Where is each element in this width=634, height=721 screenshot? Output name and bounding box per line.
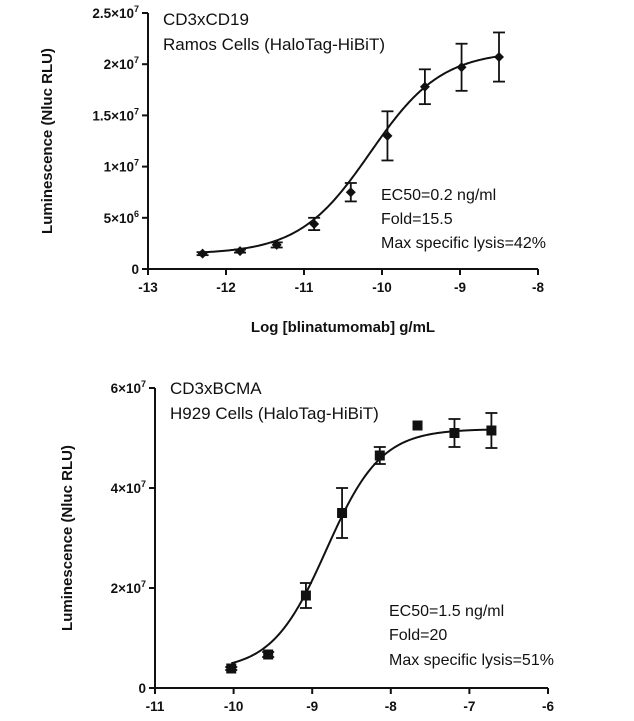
annotation: Fold=15.5 (381, 211, 453, 228)
annotation: EC50=0.2 ng/ml (381, 187, 496, 204)
fit-curve (202, 55, 500, 254)
data-point (382, 130, 393, 141)
fit-curve (230, 428, 492, 665)
data-point (309, 218, 320, 229)
y-tick-label: 6×107 (111, 379, 146, 396)
annotation: Max specific lysis=42% (381, 235, 546, 252)
data-point (235, 246, 246, 257)
x-axis-title: Log [blinatumomab] g/mL (251, 319, 435, 336)
data-point (226, 663, 237, 674)
y-tick-label: 1.5×107 (92, 106, 139, 123)
x-tick-label: -11 (146, 699, 165, 714)
annotation: Fold=20 (389, 627, 447, 644)
chart-title: H929 Cells (HaloTag-HiBiT) (170, 404, 379, 423)
x-tick-label: -9 (306, 699, 318, 714)
data-point (271, 239, 282, 250)
x-tick-label: -7 (463, 699, 475, 714)
y-tick-label: 4×107 (111, 479, 146, 496)
chart-title: CD3xBCMA (170, 379, 262, 398)
y-tick-label: 0 (131, 262, 139, 277)
data-point (374, 450, 385, 461)
x-tick-label: -8 (532, 280, 544, 295)
x-tick-label: -10 (372, 280, 392, 295)
y-axis-title: Luminescence (Nluc RLU) (39, 48, 56, 234)
x-tick-label: -9 (454, 280, 466, 295)
data-point (300, 590, 311, 601)
data-point (197, 248, 208, 259)
data-point (412, 420, 423, 431)
annotation: EC50=1.5 ng/ml (389, 603, 504, 620)
annotation: Max specific lysis=51% (389, 652, 554, 669)
data-point (449, 428, 460, 438)
chart-cd3xcd19: -13 -12 -11 -10 -9 -8 0 5×106 1×107 1.5×107 2×107 2… (39, 4, 546, 336)
y-tick-label: 2×107 (104, 55, 139, 72)
y-tick-label: 2.5×107 (92, 4, 139, 21)
chart-title: CD3xCD19 (163, 10, 249, 29)
y-tick-label: 2×107 (111, 579, 146, 596)
data-point (486, 425, 497, 436)
data-point (494, 52, 504, 63)
x-tick-label: -11 (295, 280, 314, 295)
x-tick-label: -12 (216, 280, 236, 295)
data-point (345, 187, 356, 198)
y-axis-title: Luminescence (Nluc RLU) (59, 445, 76, 631)
y-tick-label: 0 (138, 681, 146, 696)
x-tick-label: -6 (542, 699, 554, 714)
y-tick-label: 5×106 (104, 209, 139, 226)
data-point (456, 62, 467, 73)
chart-title: Ramos Cells (HaloTag-HiBiT) (163, 35, 385, 54)
data-point (419, 81, 430, 92)
chart-cd3xbcma: -11 -10 -9 -8 -7 -6 0 2×107 4×107 6×107 Luminescen… (59, 379, 554, 714)
x-tick-label: -13 (138, 280, 158, 295)
y-tick-label: 1×107 (104, 158, 139, 175)
data-point (337, 508, 348, 518)
x-tick-label: -10 (224, 699, 244, 714)
x-tick-label: -8 (385, 699, 397, 714)
data-point (263, 649, 274, 660)
